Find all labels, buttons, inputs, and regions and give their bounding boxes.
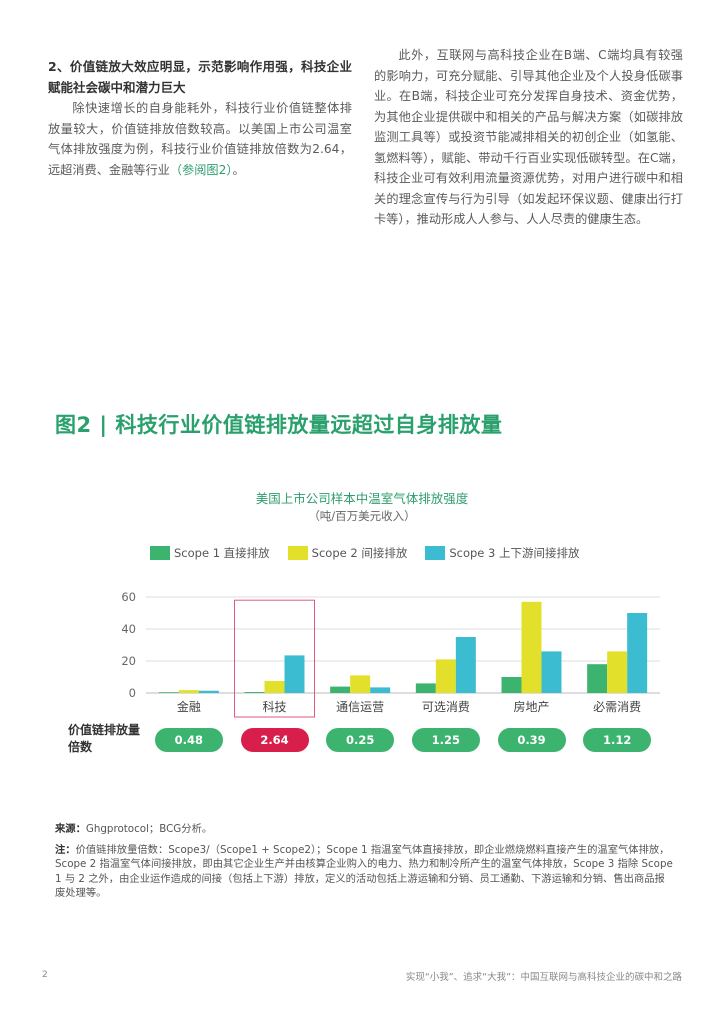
legend-item-scope3: Scope 3 上下游间接排放 bbox=[425, 545, 580, 561]
bar-3-2 bbox=[370, 687, 391, 693]
source-text: Ghgprotocol；BCG分析。 bbox=[85, 823, 213, 835]
multiplier-badge: 0.48 bbox=[154, 728, 223, 752]
figure-title: 图2 | 科技行业价值链排放量远超过自身排放量 bbox=[55, 413, 503, 437]
x-tick-label: 房地产 bbox=[513, 699, 549, 714]
right-body-paragraph: 此外，互联网与高科技企业在B端、C端均具有较强的影响力，可充分赋能、引导其他企业… bbox=[374, 48, 683, 226]
multiplier-badge: 1.12 bbox=[583, 728, 652, 752]
bar-3-5 bbox=[627, 613, 648, 693]
multiplier-row-label: 价值链排放量倍数 bbox=[68, 723, 141, 754]
bar-2-1 bbox=[264, 681, 285, 693]
y-tick-label-40: 40 bbox=[121, 622, 136, 636]
bar-3-3 bbox=[455, 637, 476, 693]
bar-2-5 bbox=[607, 651, 628, 693]
multiplier-badge: 0.25 bbox=[326, 728, 395, 752]
x-tick-label: 通信运营 bbox=[336, 700, 384, 714]
legend-label-scope2: Scope 2 间接排放 bbox=[311, 546, 408, 560]
legend-item-scope2: Scope 2 间接排放 bbox=[287, 545, 408, 561]
bar-1-1 bbox=[244, 692, 265, 693]
bar-1-4 bbox=[501, 677, 522, 693]
legend-item-scope1: Scope 1 直接排放 bbox=[150, 545, 270, 561]
x-tick-label: 科技 bbox=[262, 700, 286, 714]
section-heading: 2、价值链放大效应明显，示范影响作用强，科技企业赋能社会碳中和潜力巨大 bbox=[48, 59, 352, 95]
right-column: 此外，互联网与高科技企业在B端、C端均具有较强的影响力，可充分赋能、引导其他企业… bbox=[374, 45, 683, 230]
bar-1-0 bbox=[158, 692, 179, 693]
legend-swatch-scope1 bbox=[150, 546, 170, 560]
x-tick-label: 必需消费 bbox=[593, 700, 641, 714]
figure-notes: 来源：Ghgprotocol；BCG分析。 注：价值链排放量倍数：Scope3/… bbox=[55, 822, 675, 907]
source-note: 来源：Ghgprotocol；BCG分析。 bbox=[55, 822, 675, 837]
note-label: 注： bbox=[55, 843, 76, 856]
bar-2-0 bbox=[178, 690, 199, 693]
y-tick-label-20: 20 bbox=[121, 654, 136, 668]
y-tick-label-60: 60 bbox=[121, 590, 136, 604]
multiplier-badge: 0.39 bbox=[497, 728, 566, 752]
bar-2-3 bbox=[435, 659, 456, 693]
multiplier-badge: 1.25 bbox=[411, 728, 480, 752]
x-tick-label: 可选消费 bbox=[422, 700, 470, 714]
x-tick-label: 金融 bbox=[177, 699, 201, 714]
bar-chart: 0 20 40 60 金融 科技 通信运营 可选消费 房地产 必需消费 bbox=[121, 590, 660, 718]
figure-reference-link[interactable]: （参阅图2） bbox=[169, 162, 233, 177]
y-tick-label-0: 0 bbox=[129, 686, 136, 700]
left-column: 2、价值链放大效应明显，示范影响作用强，科技企业赋能社会碳中和潜力巨大 除快速增… bbox=[48, 57, 352, 180]
bar-1-5 bbox=[587, 664, 608, 693]
legend-swatch-scope3 bbox=[425, 546, 446, 560]
left-body-tail: 。 bbox=[232, 162, 245, 177]
left-body-text: 除快速增长的自身能耗外，科技行业价值链整体排放量较大，价值链排放倍数较高。以美国… bbox=[48, 101, 352, 177]
highlight-box bbox=[234, 599, 315, 718]
multiplier-badge: 2.64 bbox=[240, 728, 309, 752]
chart-legend: Scope 1 直接排放 Scope 2 间接排放 Scope 3 上下游间接排… bbox=[150, 545, 580, 561]
chart-title: 美国上市公司样本中温室气体排放强度 bbox=[255, 491, 469, 506]
legend-swatch-scope2 bbox=[287, 546, 308, 560]
bar-1-2 bbox=[330, 686, 351, 693]
footnote: 注：价值链排放量倍数：Scope3/（Scope1 + Scope2）；Scop… bbox=[55, 843, 675, 901]
left-body-paragraph: 除快速增长的自身能耗外，科技行业价值链整体排放量较大，价值链排放倍数较高。以美国… bbox=[48, 98, 352, 180]
chart-unit: （吨/百万美元收入） bbox=[308, 509, 416, 523]
bar-3-1 bbox=[284, 655, 305, 693]
bar-3-4 bbox=[541, 651, 562, 693]
page-number: 2 bbox=[42, 970, 48, 980]
bar-1-3 bbox=[415, 683, 436, 693]
bar-2-2 bbox=[350, 675, 371, 693]
note-text: 价值链排放量倍数：Scope3/（Scope1 + Scope2）；Scope … bbox=[55, 843, 673, 900]
source-label: 来源： bbox=[55, 823, 86, 835]
bar-2-4 bbox=[521, 601, 542, 693]
footer-title: 实现“小我”、追求“大我”：中国互联网与高科技企业的碳中和之路 bbox=[405, 972, 682, 983]
bar-3-0 bbox=[198, 690, 219, 693]
legend-label-scope1: Scope 1 直接排放 bbox=[174, 546, 270, 560]
legend-label-scope3: Scope 3 上下游间接排放 bbox=[449, 546, 580, 560]
